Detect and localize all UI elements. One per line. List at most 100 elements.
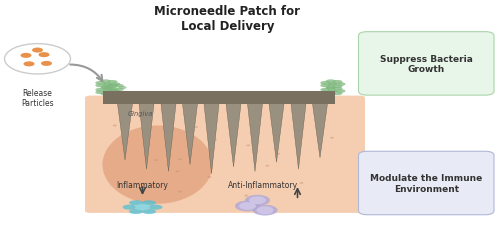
Ellipse shape (320, 88, 330, 92)
Polygon shape (182, 104, 198, 165)
Ellipse shape (96, 84, 106, 88)
Polygon shape (118, 104, 132, 160)
Polygon shape (161, 104, 176, 172)
Ellipse shape (332, 85, 342, 89)
Ellipse shape (100, 87, 110, 90)
Ellipse shape (109, 89, 118, 92)
Circle shape (266, 165, 270, 167)
Polygon shape (139, 104, 154, 169)
Polygon shape (269, 104, 284, 163)
Circle shape (300, 182, 304, 184)
Ellipse shape (320, 91, 330, 95)
Text: Anti-Inflammatory: Anti-Inflammatory (228, 180, 298, 189)
Ellipse shape (96, 91, 106, 95)
Ellipse shape (109, 84, 118, 87)
Text: Modulate the Immune
Environment: Modulate the Immune Environment (370, 174, 482, 193)
Text: Release
Particles: Release Particles (21, 88, 54, 107)
Ellipse shape (332, 81, 342, 84)
Text: Inflammatory: Inflammatory (116, 180, 168, 189)
Polygon shape (204, 104, 219, 174)
Circle shape (144, 187, 148, 188)
Ellipse shape (326, 86, 336, 90)
Circle shape (175, 171, 179, 172)
Ellipse shape (320, 82, 330, 85)
Circle shape (32, 48, 43, 53)
Polygon shape (226, 104, 241, 167)
Ellipse shape (135, 204, 150, 210)
Ellipse shape (245, 195, 270, 206)
Circle shape (123, 127, 127, 128)
Ellipse shape (142, 200, 156, 205)
Circle shape (239, 202, 256, 210)
Circle shape (256, 206, 274, 214)
Ellipse shape (108, 85, 118, 89)
Ellipse shape (100, 86, 110, 90)
Text: Suppress Bacteria
Growth: Suppress Bacteria Growth (380, 55, 472, 74)
Circle shape (38, 53, 50, 58)
Circle shape (246, 145, 250, 147)
Ellipse shape (108, 92, 118, 96)
Circle shape (244, 195, 248, 197)
FancyBboxPatch shape (85, 96, 365, 213)
Circle shape (4, 44, 70, 75)
Ellipse shape (100, 93, 110, 96)
Ellipse shape (122, 205, 136, 210)
Ellipse shape (110, 83, 120, 87)
Polygon shape (312, 104, 328, 158)
Ellipse shape (118, 87, 126, 90)
Ellipse shape (102, 126, 212, 204)
Ellipse shape (235, 201, 260, 212)
Ellipse shape (104, 85, 113, 89)
Circle shape (122, 133, 126, 135)
Ellipse shape (328, 90, 337, 93)
Ellipse shape (103, 90, 112, 93)
Circle shape (112, 125, 116, 127)
FancyBboxPatch shape (358, 152, 494, 215)
Ellipse shape (108, 87, 118, 91)
Circle shape (213, 139, 217, 141)
Circle shape (330, 137, 334, 139)
Ellipse shape (115, 89, 124, 92)
Circle shape (249, 196, 266, 204)
Ellipse shape (332, 92, 342, 96)
Circle shape (248, 188, 252, 190)
Ellipse shape (104, 88, 113, 91)
Polygon shape (291, 104, 306, 169)
Circle shape (154, 159, 158, 161)
Ellipse shape (100, 80, 110, 84)
Ellipse shape (332, 87, 342, 91)
Circle shape (150, 184, 154, 186)
Polygon shape (248, 104, 262, 172)
Circle shape (24, 62, 34, 67)
Bar (102, 92, 335, 104)
Ellipse shape (108, 81, 118, 84)
Ellipse shape (115, 85, 124, 88)
Ellipse shape (148, 205, 162, 210)
Text: Microneedle Patch for
Local Delivery: Microneedle Patch for Local Delivery (154, 5, 300, 33)
Ellipse shape (326, 80, 336, 84)
Ellipse shape (320, 84, 330, 88)
Ellipse shape (328, 83, 337, 86)
Circle shape (208, 176, 212, 178)
Ellipse shape (129, 209, 143, 214)
Ellipse shape (103, 83, 112, 86)
FancyBboxPatch shape (358, 33, 494, 96)
Ellipse shape (326, 93, 336, 96)
Circle shape (194, 126, 198, 128)
Circle shape (248, 185, 252, 187)
Ellipse shape (336, 83, 345, 87)
Circle shape (20, 54, 32, 59)
Circle shape (178, 191, 182, 193)
Ellipse shape (336, 90, 345, 93)
Ellipse shape (326, 87, 336, 90)
Ellipse shape (142, 209, 156, 214)
Circle shape (41, 62, 52, 67)
Ellipse shape (96, 82, 106, 85)
Ellipse shape (96, 88, 106, 92)
Ellipse shape (129, 200, 143, 205)
Ellipse shape (110, 90, 120, 93)
Text: Gingiva: Gingiva (128, 110, 153, 116)
Circle shape (276, 153, 280, 155)
Ellipse shape (252, 205, 278, 216)
Circle shape (178, 159, 182, 161)
